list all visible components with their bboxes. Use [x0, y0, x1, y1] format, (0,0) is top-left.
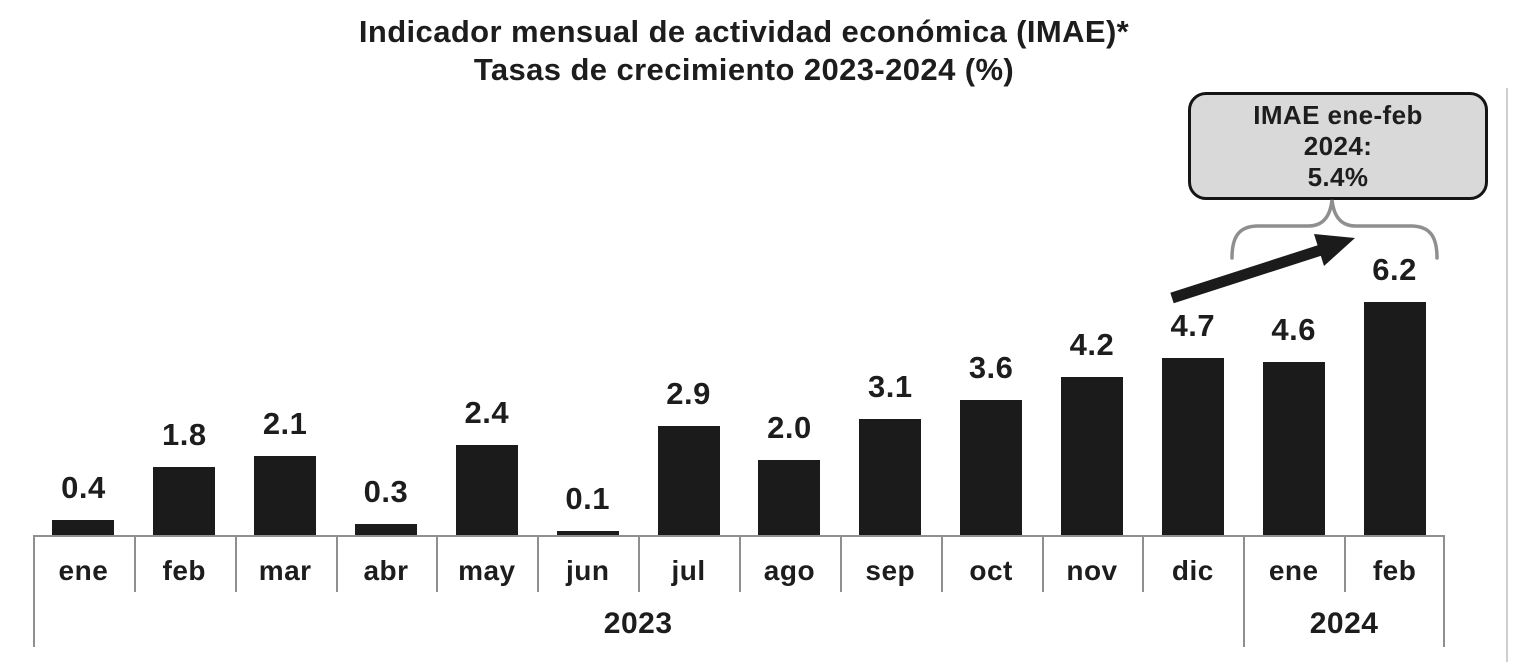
month-label-jul-2023: jul	[671, 555, 706, 586]
axis-month-divider	[839, 535, 842, 592]
bar-feb-2024	[1363, 302, 1426, 535]
month-label-dic-2023: dic	[1171, 555, 1214, 586]
bar-ene-2023	[52, 519, 115, 535]
axis-month-divider	[133, 535, 136, 592]
arrow-icon	[1170, 234, 1355, 304]
axis-month-divider	[234, 535, 237, 592]
axis-group-divider	[1443, 535, 1445, 647]
curly-brace	[1230, 199, 1439, 260]
month-label-sep-2023: sep	[865, 555, 916, 586]
bar-may-2023	[455, 444, 518, 535]
axis-month-divider	[739, 535, 741, 592]
bar-sep-2023	[859, 418, 922, 535]
bar-column-jun-2023: 0.1	[537, 0, 638, 535]
axis-month-divider	[1041, 535, 1044, 592]
bar-oct-2023	[960, 399, 1023, 535]
bar-column-ene-2023: 0.4	[33, 0, 134, 535]
bar-nov-2023	[1060, 377, 1123, 535]
chart-title: Indicador mensual de actividad económica…	[0, 13, 1488, 89]
axis-month-divider	[537, 535, 540, 592]
value-label-feb-2023: 1.8	[161, 417, 207, 453]
value-label-oct-2023: 3.6	[968, 349, 1014, 385]
month-label-feb-2023: feb	[162, 555, 207, 586]
month-label-abr-2023: abr	[363, 555, 409, 586]
callout-line1: IMAE ene-feb	[1253, 99, 1423, 130]
value-label-may-2023: 2.4	[464, 394, 510, 430]
callout-line2: 2024:	[1303, 130, 1373, 161]
year-label-2023: 2023	[603, 607, 673, 640]
month-label-ago-2023: ago	[763, 555, 816, 586]
axis-month-divider	[335, 535, 338, 592]
bar-column-feb-2023: 1.8	[134, 0, 235, 535]
x-axis: ene feb mar abr may jun jul ago sep oct nov dic ene f…	[33, 535, 1445, 647]
bar-column-abr-2023: 0.3	[336, 0, 437, 535]
bar-column-oct-2023: 3.6	[941, 0, 1042, 535]
bar-column-ago-2023: 2.0	[739, 0, 840, 535]
bar-column-feb-2024: 6.2	[1344, 0, 1445, 535]
bar-column-nov-2023: 4.2	[1042, 0, 1143, 535]
bar-jun-2023	[556, 531, 619, 535]
axis-group-divider	[1243, 535, 1246, 647]
value-label-dic-2023: 4.7	[1170, 308, 1216, 344]
bar-column-dic-2023: 4.7	[1142, 0, 1243, 535]
axis-month-divider	[1344, 535, 1347, 592]
bar-column-ene-2024: 4.6	[1243, 0, 1344, 535]
month-label-jun-2023: jun	[565, 555, 610, 586]
axis-month-divider	[436, 535, 439, 592]
bar-feb-2023	[153, 467, 216, 535]
page-edge-line	[1506, 88, 1508, 662]
chart-title-line2: Tasas de crecimiento 2023-2024 (%)	[473, 52, 1015, 87]
bar-mar-2023	[254, 456, 317, 535]
bar-column-may-2023: 2.4	[436, 0, 537, 535]
month-label-ene-2023: ene	[58, 555, 109, 586]
annotation-callout: IMAE ene-feb 2024: 5.4%	[1188, 92, 1488, 200]
value-label-feb-2024: 6.2	[1372, 252, 1417, 288]
bar-column-jul-2023: 2.9	[638, 0, 739, 535]
value-label-sep-2023: 3.1	[867, 368, 913, 404]
value-label-jul-2023: 2.9	[666, 376, 711, 412]
month-label-may-2023: may	[458, 555, 516, 586]
bar-jul-2023	[657, 426, 720, 535]
month-label-ene-2024: ene	[1268, 555, 1319, 586]
value-label-ene-2024: 4.6	[1271, 312, 1317, 348]
value-label-ago-2023: 2.0	[767, 409, 812, 445]
value-label-nov-2023: 4.2	[1069, 327, 1115, 363]
plot-area: 0.4 1.8 2.1 0.3 2.4 0.1 2.9 2.0 3.1 3.6 4.2 4.7 4.6 6…	[33, 0, 1445, 535]
year-label-2024: 2024	[1309, 607, 1379, 640]
bar-column-mar-2023: 2.1	[235, 0, 336, 535]
chart-title-line1: Indicador mensual de actividad económica…	[358, 14, 1130, 49]
callout-line3: 5.4%	[1307, 161, 1369, 192]
value-label-abr-2023: 0.3	[363, 473, 409, 509]
value-label-ene-2023: 0.4	[61, 469, 106, 505]
bar-ene-2024	[1262, 362, 1325, 535]
bar-dic-2023	[1161, 358, 1224, 535]
axis-group-divider	[33, 535, 35, 647]
value-label-jun-2023: 0.1	[565, 481, 611, 517]
month-label-oct-2023: oct	[969, 555, 1013, 586]
annotation-graphics	[1170, 199, 1439, 304]
month-label-mar-2023: mar	[258, 555, 312, 586]
bar-ago-2023	[758, 459, 821, 535]
month-label-nov-2023: nov	[1066, 555, 1118, 586]
month-label-feb-2024: feb	[1372, 555, 1417, 586]
value-label-mar-2023: 2.1	[262, 406, 308, 442]
bar-abr-2023	[354, 523, 417, 535]
axis-month-divider	[638, 535, 641, 592]
bar-column-sep-2023: 3.1	[840, 0, 941, 535]
axis-month-divider	[1142, 535, 1145, 592]
axis-month-divider	[940, 535, 943, 592]
